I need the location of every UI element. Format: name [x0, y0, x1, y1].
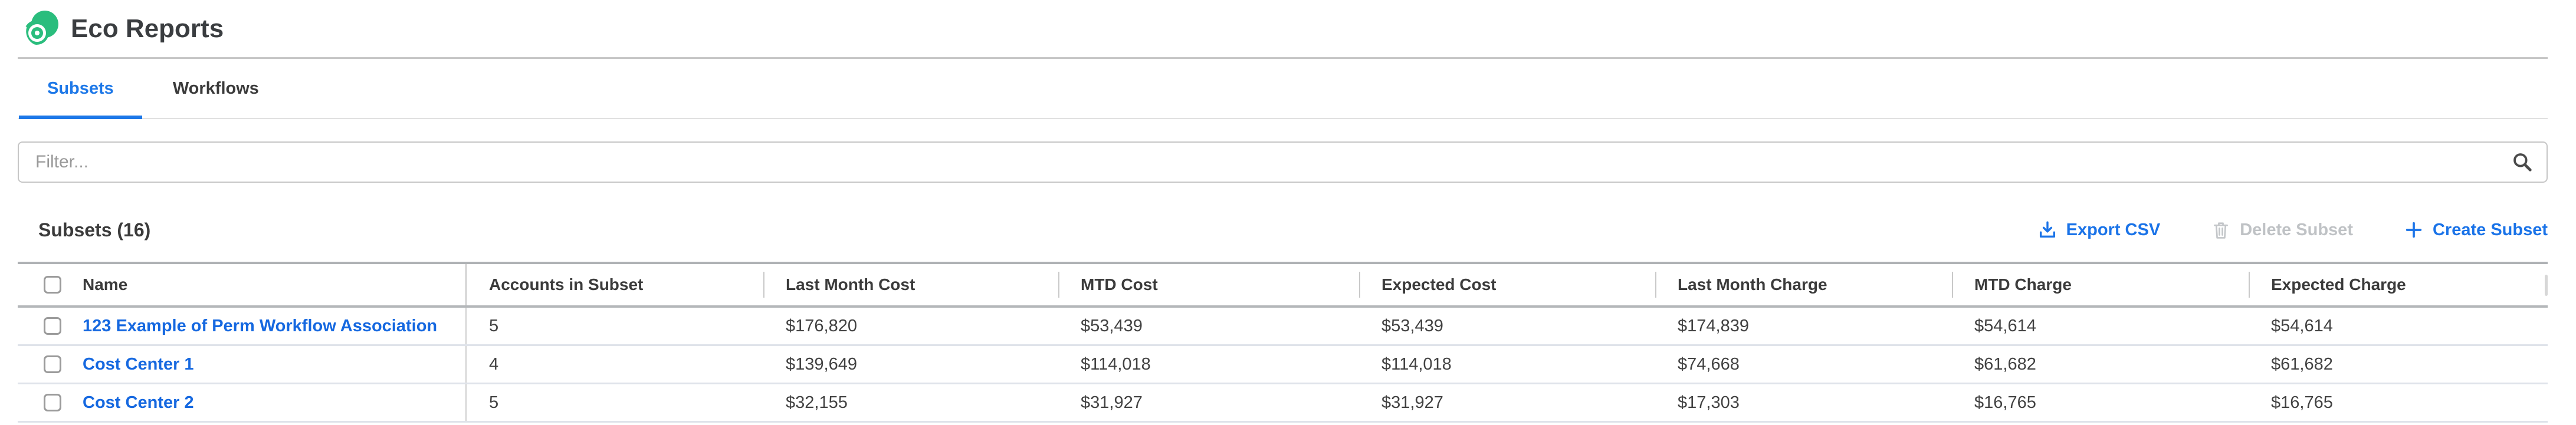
filter-bar	[18, 141, 2548, 183]
cell-expected-cost: $31,927	[1381, 393, 1443, 412]
table-row: Cost Center 1 4 $139,649 $114,018 $114,0…	[18, 346, 2548, 384]
create-subset-button[interactable]: Create Subset	[2404, 220, 2548, 240]
create-subset-label: Create Subset	[2432, 220, 2548, 239]
cell-accounts: 5	[489, 316, 499, 335]
subset-name-link[interactable]: Cost Center 2	[83, 393, 194, 412]
row-checkbox[interactable]	[44, 317, 61, 335]
cell-name: 123 Example of Perm Workflow Association	[18, 308, 467, 344]
cell-expected-charge: $61,682	[2271, 354, 2333, 374]
cell-mtd-charge: $16,765	[1974, 393, 2036, 412]
select-all-checkbox[interactable]	[44, 276, 61, 294]
cell-mtd-charge: $61,682	[1974, 354, 2036, 374]
table-scrollbar[interactable]	[2545, 275, 2548, 296]
tab-bar: Subsets Workflows	[18, 59, 2548, 119]
eco-logo-icon	[21, 10, 59, 48]
cell-mtd-cost: $114,018	[1081, 354, 1151, 374]
section-actions: Export CSV Delete Subset Create Subset	[2037, 220, 2548, 240]
cell-mtd-cost: $31,927	[1081, 393, 1143, 412]
download-icon	[2037, 220, 2057, 240]
header-cell-last-month-cost: Last Month Cost	[763, 264, 1058, 305]
header-cell-mtd-charge: MTD Charge	[1952, 264, 2249, 305]
row-checkbox[interactable]	[44, 394, 61, 411]
app-header: Eco Reports	[18, 0, 2548, 59]
table-row: 123 Example of Perm Workflow Association…	[18, 308, 2548, 346]
cell-last-month-cost: $32,155	[786, 393, 848, 412]
subset-name-link[interactable]: 123 Example of Perm Workflow Association	[83, 316, 438, 335]
plus-icon	[2404, 220, 2424, 240]
delete-subset-button[interactable]: Delete Subset	[2211, 220, 2353, 240]
cell-last-month-cost: $139,649	[786, 354, 857, 374]
header-cell-name: Name	[18, 264, 467, 305]
subset-name-link[interactable]: Cost Center 1	[83, 354, 194, 374]
cell-last-month-charge: $17,303	[1678, 393, 1740, 412]
tab-workflows[interactable]: Workflows	[143, 59, 288, 118]
cell-accounts: 4	[489, 354, 499, 374]
header-cell-mtd-cost: MTD Cost	[1058, 264, 1359, 305]
cell-last-month-cost: $176,820	[786, 316, 857, 335]
export-csv-button[interactable]: Export CSV	[2037, 220, 2161, 240]
export-csv-label: Export CSV	[2066, 220, 2161, 239]
trash-icon	[2211, 220, 2231, 240]
cell-name: Cost Center 2	[18, 384, 467, 421]
table-row: Cost Center 2 5 $32,155 $31,927 $31,927 …	[18, 384, 2548, 423]
cell-name: Cost Center 1	[18, 346, 467, 383]
filter-input[interactable]	[18, 141, 2548, 183]
cell-last-month-charge: $174,839	[1678, 316, 1749, 335]
cell-last-month-charge: $74,668	[1678, 354, 1740, 374]
row-checkbox[interactable]	[44, 355, 61, 373]
subsets-table: Name Accounts in Subset Last Month Cost …	[18, 262, 2548, 423]
cell-mtd-cost: $53,439	[1081, 316, 1143, 335]
header-cell-expected-cost: Expected Cost	[1359, 264, 1655, 305]
cell-accounts: 5	[489, 393, 499, 412]
page-title: Eco Reports	[71, 14, 224, 43]
cell-expected-charge: $16,765	[2271, 393, 2333, 412]
column-label-name: Name	[83, 275, 128, 294]
cell-expected-charge: $54,614	[2271, 316, 2333, 335]
tab-subsets[interactable]: Subsets	[18, 59, 143, 119]
header-cell-accounts: Accounts in Subset	[489, 275, 644, 294]
section-title: Subsets (16)	[38, 219, 151, 240]
table-header-row: Name Accounts in Subset Last Month Cost …	[18, 264, 2548, 308]
cell-expected-cost: $114,018	[1381, 354, 1452, 374]
header-cell-last-month-charge: Last Month Charge	[1655, 264, 1952, 305]
tab-workflows-label: Workflows	[172, 78, 259, 98]
delete-subset-label: Delete Subset	[2240, 220, 2353, 239]
cell-mtd-charge: $54,614	[1974, 316, 2036, 335]
tab-subsets-label: Subsets	[47, 78, 114, 98]
header-cell-expected-charge: Expected Charge	[2249, 264, 2548, 305]
cell-expected-cost: $53,439	[1381, 316, 1443, 335]
search-icon[interactable]	[2511, 151, 2534, 173]
subsets-section-header: Subsets (16) Export CSV Delete Subset	[18, 211, 2548, 249]
